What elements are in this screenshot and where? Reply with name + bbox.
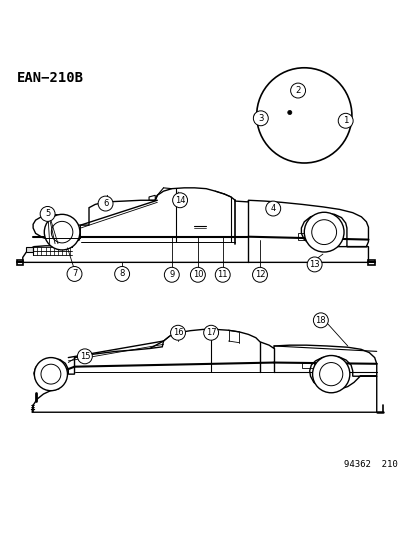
Circle shape <box>40 206 55 221</box>
Circle shape <box>215 268 230 282</box>
Text: 12: 12 <box>254 270 265 279</box>
Circle shape <box>256 68 351 163</box>
Text: 5: 5 <box>45 209 50 219</box>
Circle shape <box>313 313 328 328</box>
Text: 15: 15 <box>79 352 90 361</box>
Circle shape <box>164 268 179 282</box>
Circle shape <box>203 325 218 340</box>
Circle shape <box>287 110 291 115</box>
Circle shape <box>306 257 321 272</box>
Text: 94362  210: 94362 210 <box>343 461 396 470</box>
Circle shape <box>312 356 349 393</box>
Circle shape <box>172 193 187 208</box>
Text: 14: 14 <box>174 196 185 205</box>
Text: 9: 9 <box>169 270 174 279</box>
Circle shape <box>170 325 185 340</box>
Circle shape <box>98 196 113 211</box>
Circle shape <box>304 212 343 252</box>
Text: 16: 16 <box>172 328 183 337</box>
Text: 17: 17 <box>205 328 216 337</box>
Circle shape <box>252 268 267 282</box>
Circle shape <box>67 266 82 281</box>
Circle shape <box>290 83 305 98</box>
Text: 1: 1 <box>342 116 348 125</box>
Circle shape <box>77 349 92 364</box>
Circle shape <box>114 266 129 281</box>
Text: 6: 6 <box>103 199 108 208</box>
Circle shape <box>337 114 352 128</box>
Text: 4: 4 <box>270 204 275 213</box>
Text: 10: 10 <box>192 270 203 279</box>
Text: 2: 2 <box>294 86 300 95</box>
Circle shape <box>190 268 205 282</box>
Circle shape <box>254 114 258 118</box>
Circle shape <box>265 201 280 216</box>
Text: 11: 11 <box>217 270 228 279</box>
Text: 7: 7 <box>72 270 77 278</box>
Text: 13: 13 <box>309 260 319 269</box>
Text: 3: 3 <box>257 114 263 123</box>
Text: 8: 8 <box>119 270 124 278</box>
Circle shape <box>44 214 80 250</box>
Circle shape <box>34 358 67 391</box>
Text: 18: 18 <box>315 316 325 325</box>
Polygon shape <box>26 247 33 252</box>
Text: EAN−210B: EAN−210B <box>17 71 83 85</box>
Circle shape <box>253 111 268 126</box>
